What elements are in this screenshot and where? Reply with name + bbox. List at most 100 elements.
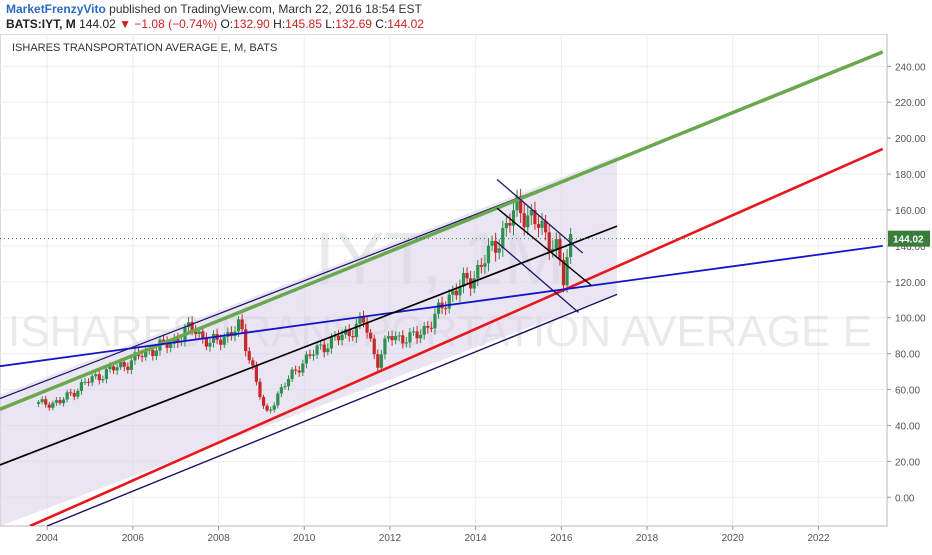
candle-body — [540, 220, 544, 228]
candle-body — [201, 331, 205, 339]
candle-body — [326, 348, 330, 353]
candle-body — [176, 338, 180, 343]
candle-body — [444, 308, 448, 310]
price-chart[interactable]: IYT, 1M ISHARES TRANSPORTATION AVERAGE E… — [0, 33, 932, 550]
trend-line-black-mid — [0, 225, 618, 466]
candle-body — [447, 294, 451, 309]
candle-body — [122, 362, 126, 367]
candle-body — [61, 399, 66, 404]
last-price-box — [888, 230, 930, 247]
candle-body — [151, 349, 155, 356]
published-text: published on TradingView.com, March 22, … — [109, 2, 422, 16]
candles — [36, 188, 573, 414]
candle-body — [569, 234, 573, 257]
candle-body — [526, 215, 530, 228]
candle-body — [522, 213, 526, 228]
author-link[interactable]: MarketFrenzyVito — [6, 2, 106, 16]
high-label: H: — [273, 17, 286, 31]
candle-body — [254, 365, 258, 382]
candle-body — [94, 374, 98, 377]
candle-body — [340, 334, 344, 341]
candle-body — [515, 196, 519, 211]
candle-body — [169, 343, 173, 348]
candle-body — [554, 239, 558, 249]
x-tick-label: 2014 — [465, 533, 488, 544]
candle-body — [461, 272, 466, 287]
candle-body — [304, 354, 308, 364]
x-tick-label: 2006 — [122, 533, 145, 544]
candle-body — [276, 393, 280, 406]
y-tick-label: 80.00 — [895, 350, 920, 361]
candle-body — [454, 290, 458, 296]
candle-body — [401, 335, 405, 344]
y-tick-label: 180.00 — [895, 170, 926, 181]
candle-body — [472, 278, 476, 289]
high-value: 145.85 — [285, 17, 322, 31]
time-axis[interactable]: 2004 2006 2008 2010 2012 2014 2016 2018 2020 2022 — [36, 526, 830, 544]
x-tick-label: 2020 — [722, 533, 745, 544]
candle-body — [347, 329, 351, 336]
x-tick-label: 2008 — [207, 533, 230, 544]
candle-body — [251, 360, 255, 366]
candle-body — [379, 354, 383, 368]
candle-body — [144, 349, 148, 358]
candle-body — [508, 222, 512, 226]
candle-body — [97, 374, 101, 381]
candle-body — [197, 331, 201, 335]
symbol-label[interactable]: BATS:IYT, M — [6, 17, 76, 31]
candle-body — [240, 319, 244, 330]
candle-body — [433, 313, 437, 329]
x-tick-label: 2018 — [636, 533, 659, 544]
candle-body — [72, 392, 76, 397]
candle-body — [265, 405, 269, 411]
candle-body — [436, 302, 441, 314]
candle-body — [83, 381, 87, 383]
last-price-label: 144.02 — [893, 235, 924, 246]
y-tick-label: 140.00 — [895, 242, 926, 253]
candle-body — [297, 370, 301, 373]
low-label: L: — [325, 17, 336, 31]
candle-body — [115, 367, 119, 371]
candle-body — [533, 210, 537, 225]
candle-body — [51, 402, 55, 408]
candle-body — [544, 220, 548, 233]
close-label: C: — [375, 17, 388, 31]
y-tick-label: 40.00 — [895, 421, 920, 432]
chart-title: ISHARES TRANSPORTATION AVERAGE E, M, BAT… — [12, 42, 277, 54]
candle-body — [476, 264, 480, 279]
open-value: 132.90 — [233, 17, 270, 31]
candle-body — [404, 342, 408, 344]
candle-body — [369, 332, 373, 339]
candle-body — [322, 344, 326, 353]
candle-body — [161, 339, 166, 342]
price-change: ▼ −1.08 (−0.74%) — [119, 17, 218, 31]
candle-body — [126, 366, 130, 370]
candle-body — [383, 338, 387, 355]
candle-body — [479, 264, 483, 267]
candle-body — [165, 341, 169, 348]
candle-body — [519, 196, 523, 214]
candle-body — [458, 286, 462, 296]
chart-frame[interactable]: IYT, 1M ISHARES TRANSPORTATION AVERAGE E… — [0, 33, 932, 550]
candle-body — [372, 338, 376, 355]
y-tick-label: 0.00 — [895, 493, 915, 504]
price-axis[interactable]: 0.00 20.00 40.00 60.00 80.00 100.00 120.00 140.… — [887, 62, 926, 504]
low-value: 132.69 — [335, 17, 372, 31]
candle-body — [294, 369, 298, 371]
candle-body — [140, 356, 144, 358]
candle-body — [69, 392, 73, 394]
candle-body — [536, 224, 541, 228]
trend-line-down-mid — [496, 207, 592, 286]
candle-body — [329, 336, 333, 349]
ohlc-line: BATS:IYT, M 144.02 ▼ −1.08 (−0.74%) O:13… — [6, 17, 424, 31]
candle-body — [415, 331, 419, 339]
candle-body — [358, 316, 362, 324]
x-tick-label: 2004 — [36, 533, 59, 544]
candle-body — [47, 404, 51, 408]
publish-line: MarketFrenzyVito published on TradingVie… — [6, 2, 422, 16]
candle-body — [451, 290, 455, 295]
candle-body — [219, 339, 223, 345]
candle-body — [190, 322, 194, 330]
candle-body — [236, 319, 241, 332]
candle-body — [397, 335, 401, 337]
